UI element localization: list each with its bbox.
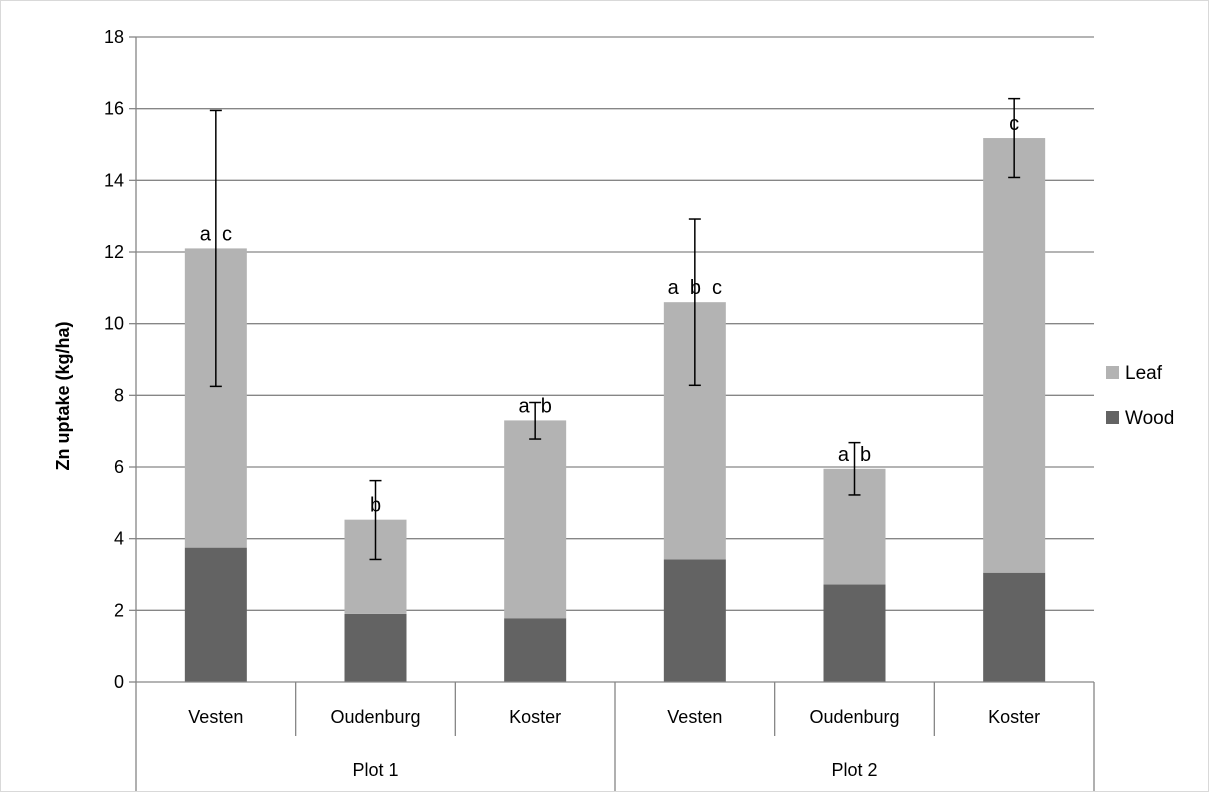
y-tick-label: 6 (114, 457, 124, 477)
legend-swatch-leaf (1106, 366, 1119, 379)
significance-label: a b (838, 444, 871, 466)
significance-label: a b (518, 395, 551, 417)
y-tick-label: 4 (114, 529, 124, 549)
x-tick-label: Koster (509, 707, 561, 727)
bar-wood (344, 613, 407, 682)
significance-label: a c (200, 223, 232, 245)
y-axis-title: Zn uptake (kg/ha) (53, 321, 73, 470)
y-tick-label: 2 (114, 600, 124, 620)
bar-wood (983, 572, 1046, 682)
y-tick-label: 14 (104, 170, 124, 190)
bar-wood (504, 618, 567, 682)
bar-wood (184, 547, 247, 682)
y-tick-label: 16 (104, 99, 124, 119)
x-tick-label: Oudenburg (330, 707, 420, 727)
y-tick-label: 18 (104, 27, 124, 47)
group-label: Plot 2 (831, 760, 877, 780)
gridlines (136, 36, 1094, 611)
legend: Leaf Wood (1106, 363, 1174, 429)
y-tick-label: 12 (104, 242, 124, 262)
legend-label-wood: Wood (1125, 408, 1174, 429)
y-tick-label: 0 (114, 672, 124, 692)
bar-leaf (983, 138, 1046, 573)
significance-label: a b c (668, 277, 722, 299)
axes (129, 36, 1095, 791)
x-tick-label: Vesten (188, 707, 243, 727)
y-tick-label: 8 (114, 385, 124, 405)
legend-swatch-wood (1106, 411, 1119, 424)
bar-wood (823, 584, 886, 682)
significance-label: b (370, 495, 381, 517)
bar-wood (663, 559, 726, 682)
legend-label-leaf: Leaf (1125, 363, 1163, 384)
x-tick-label: Koster (988, 707, 1040, 727)
y-tick-label: 10 (104, 314, 124, 334)
labels: 0 2 4 6 8 10 12 14 16 18 a c b a b a b c a b c Vesten Oud… (104, 27, 1040, 780)
significance-label: c (1009, 113, 1019, 135)
bar-leaf (504, 420, 567, 619)
x-tick-label: Oudenburg (809, 707, 899, 727)
x-tick-label: Vesten (667, 707, 722, 727)
group-label: Plot 1 (352, 760, 398, 780)
bars (184, 97, 1046, 682)
